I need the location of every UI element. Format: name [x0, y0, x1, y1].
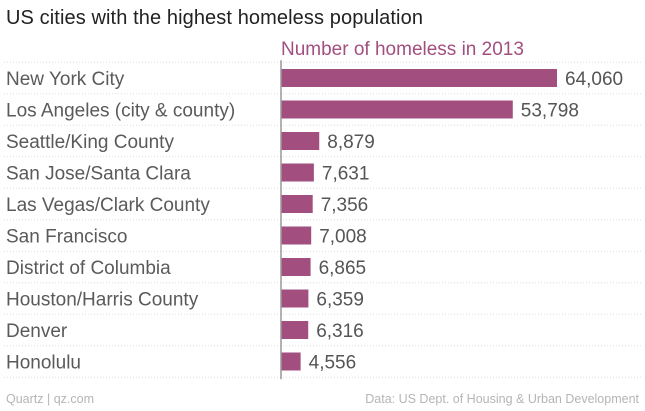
bar [281, 163, 314, 182]
bar [281, 69, 557, 87]
value-label: 53,798 [521, 101, 579, 122]
bar [281, 226, 312, 245]
chart-title: US cities with the highest homeless popu… [6, 7, 424, 29]
bar [281, 100, 513, 119]
category-label: Honolulu [6, 353, 81, 374]
bar [281, 352, 301, 371]
value-label: 7,008 [319, 227, 367, 248]
value-label: 6,865 [319, 258, 367, 279]
value-label: 6,316 [316, 321, 364, 342]
category-label: San Jose/Santa Clara [6, 164, 191, 185]
bar [281, 289, 309, 308]
footer-credit: Quartz | qz.com [6, 392, 94, 406]
category-label: District of Columbia [6, 258, 171, 279]
category-label: Seattle/King County [6, 132, 174, 153]
category-label: Las Vegas/Clark County [6, 195, 210, 216]
value-label: 4,556 [309, 353, 357, 374]
value-label: 7,631 [322, 164, 370, 185]
category-label: Los Angeles (city & county) [6, 101, 235, 122]
bar [281, 321, 309, 339]
category-label: Denver [6, 321, 68, 342]
bar [281, 132, 320, 150]
value-label: 7,356 [321, 195, 369, 216]
value-label: 6,359 [316, 290, 364, 311]
value-label: 8,879 [327, 132, 375, 153]
category-label: San Francisco [6, 227, 127, 248]
category-label: New York City [6, 69, 125, 90]
footer-source: Data: US Dept. of Housing & Urban Develo… [365, 392, 639, 406]
bar [281, 258, 311, 276]
series-label: Number of homeless in 2013 [281, 39, 524, 60]
category-label: Houston/Harris County [6, 290, 199, 311]
bar [281, 195, 313, 213]
value-label: 64,060 [565, 69, 623, 90]
